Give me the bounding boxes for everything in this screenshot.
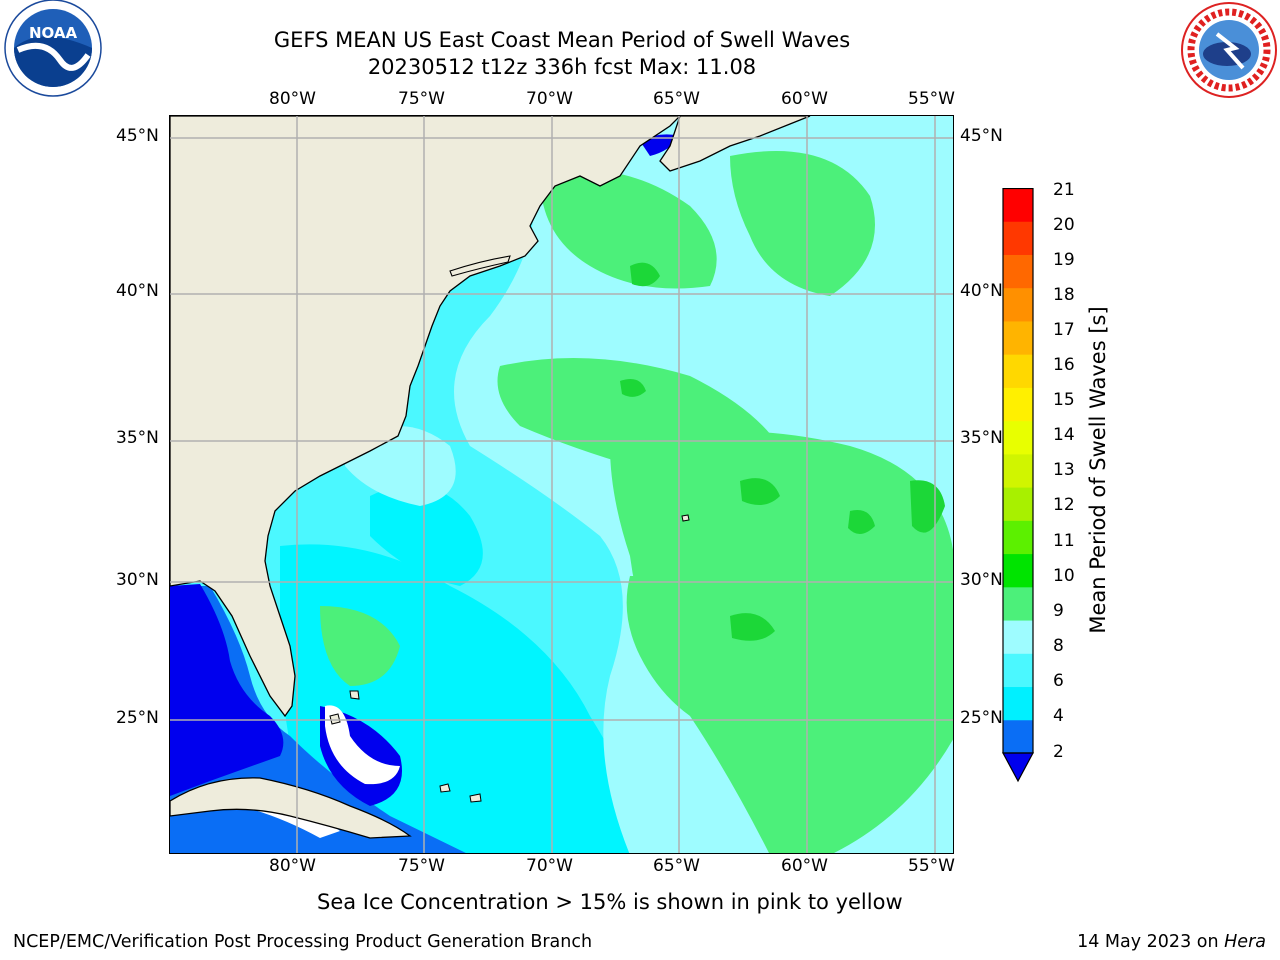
bahamas-bank-white bbox=[325, 705, 400, 785]
lat-label-left-35n: 35°N bbox=[116, 428, 159, 448]
colorbar-tick-17: 17 bbox=[1053, 320, 1075, 340]
lon-label-bottom-55w: 55°W bbox=[908, 856, 955, 876]
colorbar-segment bbox=[1003, 420, 1033, 455]
chart-subtitle: 20230512 t12z 336h fcst Max: 11.08 bbox=[367, 55, 757, 79]
lat-label-right-30n: 30°N bbox=[960, 570, 1003, 590]
lat-label-right-40n: 40°N bbox=[960, 281, 1003, 301]
land-long-island bbox=[449, 255, 511, 277]
lat-label-right-35n: 35°N bbox=[960, 428, 1003, 448]
colorbar-tick-10: 10 bbox=[1053, 566, 1075, 586]
lat-label-right-45n: 45°N bbox=[960, 126, 1003, 146]
island-bermuda bbox=[681, 514, 690, 522]
lon-label-top-60w: 60°W bbox=[781, 89, 828, 109]
contour-green-9-10-sw bbox=[320, 606, 400, 686]
colorbar-segment bbox=[1003, 586, 1033, 621]
footer-host: Hera bbox=[1224, 932, 1266, 952]
svg-text:NOAA: NOAA bbox=[29, 24, 78, 42]
contour-green-10-11-e bbox=[848, 510, 875, 535]
contour-cyan-4-6-b bbox=[370, 484, 483, 586]
colorbar-tick-8: 8 bbox=[1053, 636, 1064, 656]
lon-label-top-80w: 80°W bbox=[269, 89, 316, 109]
lat-label-left-30n: 30°N bbox=[116, 570, 159, 590]
colorbar-tick-19: 19 bbox=[1053, 250, 1075, 270]
lon-label-bottom-65w: 65°W bbox=[653, 856, 700, 876]
colorbar-segment bbox=[1003, 453, 1033, 488]
lon-label-bottom-60w: 60°W bbox=[781, 856, 828, 876]
lon-gridlines bbox=[296, 116, 936, 853]
colorbar-tick-15: 15 bbox=[1053, 390, 1075, 410]
colorbar-segment bbox=[1003, 254, 1033, 289]
colorbar-tick-9: 9 bbox=[1053, 601, 1064, 621]
lon-label-top-55w: 55°W bbox=[908, 89, 955, 109]
lon-label-bottom-75w: 75°W bbox=[398, 856, 445, 876]
colorbar-tick-21: 21 bbox=[1053, 180, 1075, 200]
contour-green-10-11-a bbox=[630, 262, 660, 287]
contour-deep-blue-gulf bbox=[170, 584, 284, 796]
lat-label-left-40n: 40°N bbox=[116, 281, 159, 301]
island-bahamas-1 bbox=[329, 713, 341, 725]
colorbar-tick-16: 16 bbox=[1053, 355, 1075, 375]
noaa-logo: NOAA bbox=[0, 0, 106, 100]
island-bahamas-2 bbox=[349, 690, 360, 700]
colorbar-tick-11: 11 bbox=[1053, 531, 1075, 551]
map-panel bbox=[169, 115, 954, 854]
footer-credit: NCEP/EMC/Verification Post Processing Pr… bbox=[13, 932, 593, 952]
lon-label-top-75w: 75°W bbox=[398, 89, 445, 109]
colorbar-tick-13: 13 bbox=[1053, 460, 1075, 480]
colorbar-segment bbox=[1003, 287, 1033, 322]
colorbar-tick-6: 6 bbox=[1053, 671, 1064, 691]
colorbar-segment bbox=[1003, 320, 1033, 355]
colorbar-segment bbox=[1003, 620, 1033, 654]
land-cuba bbox=[170, 777, 412, 839]
colorbar-segment bbox=[1003, 653, 1033, 688]
island-bahamas-3 bbox=[439, 783, 451, 793]
lon-label-bottom-70w: 70°W bbox=[526, 856, 573, 876]
colorbar-segment bbox=[1003, 188, 1033, 222]
nws-logo bbox=[1177, 0, 1280, 100]
sea-ice-note: Sea Ice Concentration > 15% is shown in … bbox=[317, 890, 903, 914]
contour-green-10-11-c bbox=[910, 480, 945, 533]
colorbar-segment bbox=[1003, 487, 1033, 521]
colorbar-tick-14: 14 bbox=[1053, 425, 1075, 445]
colorbar-segment bbox=[1003, 520, 1033, 555]
lon-label-top-65w: 65°W bbox=[653, 89, 700, 109]
colorbar-label: Mean Period of Swell Waves [s] bbox=[1086, 306, 1110, 634]
contour-green-10-11-b bbox=[740, 478, 780, 505]
contour-green-9-10-north bbox=[540, 170, 717, 289]
lon-label-top-70w: 70°W bbox=[526, 89, 573, 109]
lon-label-bottom-80w: 80°W bbox=[269, 856, 316, 876]
colorbar-tick-12: 12 bbox=[1053, 495, 1075, 515]
colorbar-under-triangle bbox=[1001, 752, 1035, 783]
footer-date: 14 May 2023 on Hera bbox=[1077, 932, 1266, 952]
lat-label-right-25n: 25°N bbox=[960, 708, 1003, 728]
colorbar-tick-2: 2 bbox=[1053, 742, 1064, 762]
colorbar-segment bbox=[1003, 719, 1033, 754]
colorbar-segment bbox=[1003, 221, 1033, 255]
colorbar-tick-18: 18 bbox=[1053, 285, 1075, 305]
colorbar-tick-4: 4 bbox=[1053, 706, 1064, 726]
lat-gridlines bbox=[170, 137, 953, 721]
contour-green-10-11-d bbox=[730, 613, 775, 641]
lat-label-left-45n: 45°N bbox=[116, 126, 159, 146]
footer-date-text: 14 May 2023 on bbox=[1077, 932, 1225, 952]
land-nova-scotia bbox=[659, 116, 811, 172]
contour-green-9-10-east bbox=[610, 431, 953, 853]
colorbar-segment bbox=[1003, 686, 1033, 721]
island-bahamas-4 bbox=[469, 793, 482, 803]
colorbar bbox=[1001, 187, 1035, 783]
lat-label-left-25n: 25°N bbox=[116, 708, 159, 728]
chart-title: GEFS MEAN US East Coast Mean Period of S… bbox=[273, 28, 851, 52]
colorbar-tick-20: 20 bbox=[1053, 215, 1075, 235]
colorbar-outline bbox=[1002, 187, 1034, 754]
colorbar-segment bbox=[1003, 354, 1033, 388]
colorbar-segment bbox=[1003, 387, 1033, 422]
colorbar-segment bbox=[1003, 553, 1033, 588]
contour-green-10-11-f bbox=[620, 378, 646, 397]
contour-green-9-10-ne bbox=[730, 151, 875, 296]
